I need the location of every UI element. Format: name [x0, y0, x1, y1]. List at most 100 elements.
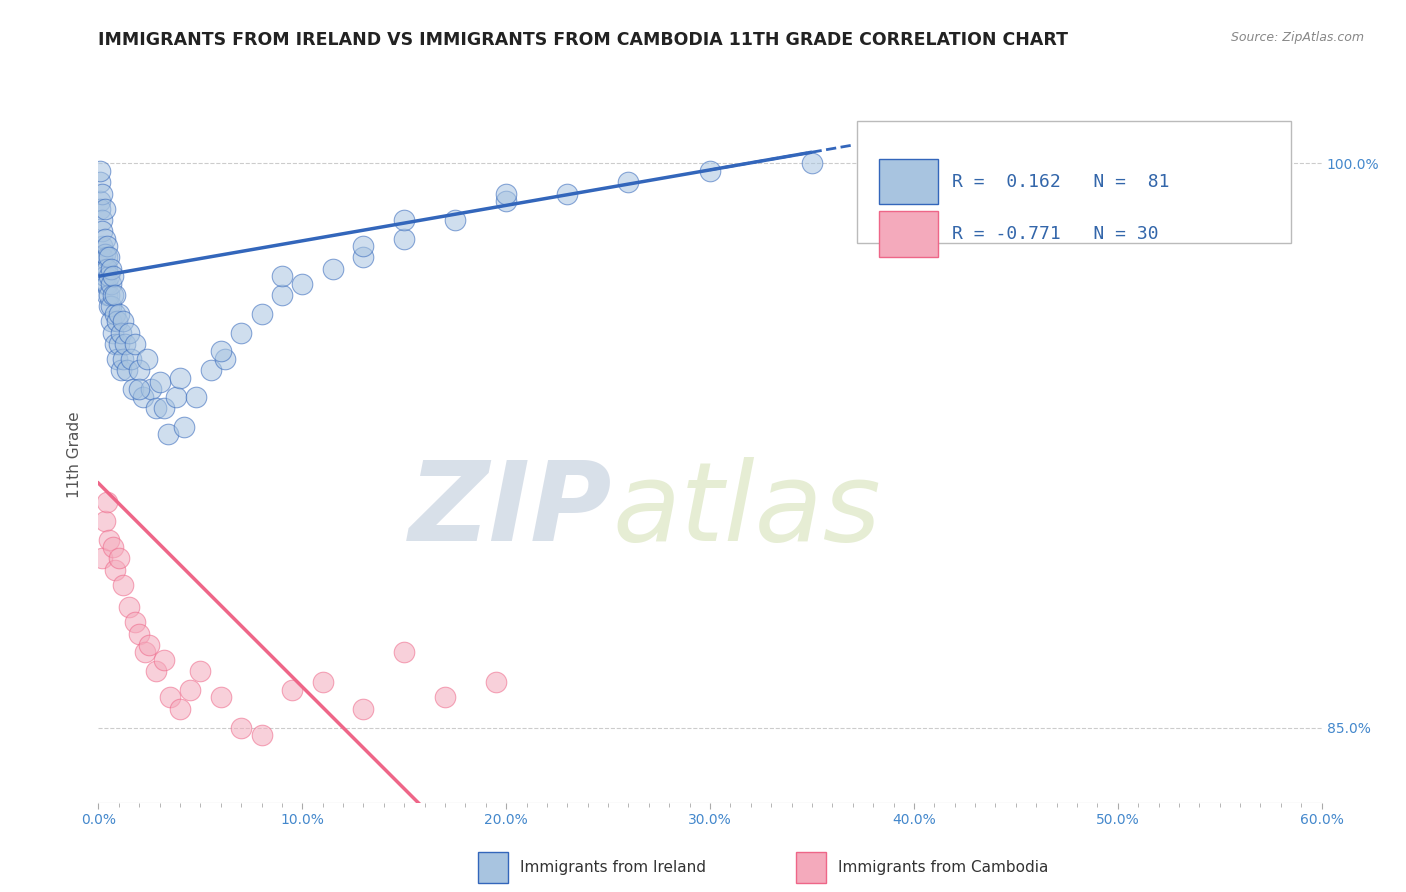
- Point: [209, 344, 232, 359]
- Point: [128, 626, 150, 640]
- Point: [118, 600, 141, 615]
- Text: ZIP: ZIP: [409, 457, 612, 564]
- Point: [110, 363, 132, 377]
- Point: [96, 277, 118, 291]
- Point: [89, 202, 111, 216]
- Text: R =  0.162   N =  81: R = 0.162 N = 81: [952, 173, 1170, 191]
- Point: [495, 186, 517, 201]
- Point: [104, 563, 127, 577]
- Point: [100, 277, 122, 291]
- Point: [111, 577, 134, 591]
- Point: [96, 239, 118, 253]
- Point: [179, 683, 201, 698]
- Point: [801, 156, 824, 170]
- Point: [115, 363, 138, 377]
- Point: [93, 246, 115, 260]
- Text: Immigrants from Cambodia: Immigrants from Cambodia: [838, 860, 1049, 875]
- Text: atlas: atlas: [612, 457, 880, 564]
- Point: [145, 401, 167, 415]
- Point: [120, 351, 142, 366]
- Point: [108, 551, 131, 566]
- Point: [392, 212, 416, 227]
- Point: [118, 326, 141, 340]
- Point: [96, 261, 118, 276]
- Point: [141, 382, 163, 396]
- Point: [352, 251, 374, 265]
- FancyBboxPatch shape: [856, 121, 1291, 243]
- Point: [96, 288, 118, 302]
- Point: [91, 186, 114, 201]
- Point: [231, 721, 253, 735]
- Point: [434, 690, 457, 705]
- Point: [97, 251, 120, 265]
- FancyBboxPatch shape: [478, 852, 508, 883]
- Point: [97, 288, 120, 302]
- Point: [270, 288, 294, 302]
- Point: [91, 212, 114, 227]
- Point: [105, 314, 128, 328]
- Point: [617, 175, 640, 189]
- Point: [89, 164, 111, 178]
- Point: [188, 664, 212, 678]
- Point: [392, 232, 416, 246]
- Point: [214, 351, 236, 366]
- FancyBboxPatch shape: [879, 211, 938, 257]
- Point: [108, 337, 131, 351]
- Point: [352, 702, 374, 716]
- Point: [134, 645, 156, 659]
- Point: [557, 186, 579, 201]
- Point: [145, 664, 167, 678]
- Point: [124, 337, 146, 351]
- Point: [152, 401, 174, 415]
- Point: [96, 495, 118, 509]
- Point: [250, 728, 273, 742]
- Text: IMMIGRANTS FROM IRELAND VS IMMIGRANTS FROM CAMBODIA 11TH GRADE CORRELATION CHART: IMMIGRANTS FROM IRELAND VS IMMIGRANTS FR…: [98, 31, 1069, 49]
- Text: R = -0.771   N = 30: R = -0.771 N = 30: [952, 225, 1159, 243]
- Point: [93, 232, 115, 246]
- Point: [485, 675, 508, 690]
- Point: [91, 239, 114, 253]
- Point: [495, 194, 517, 208]
- Point: [91, 551, 114, 566]
- Point: [352, 239, 374, 253]
- Text: Source: ZipAtlas.com: Source: ZipAtlas.com: [1230, 31, 1364, 45]
- Point: [97, 299, 120, 313]
- Point: [165, 390, 187, 404]
- FancyBboxPatch shape: [879, 160, 938, 204]
- Point: [186, 390, 208, 404]
- Point: [93, 514, 115, 528]
- Point: [89, 194, 111, 208]
- Point: [128, 363, 150, 377]
- Point: [281, 683, 304, 698]
- Point: [122, 382, 145, 396]
- Point: [209, 690, 232, 705]
- Point: [270, 269, 294, 284]
- Point: [111, 314, 134, 328]
- Point: [444, 212, 467, 227]
- Point: [91, 224, 114, 238]
- Point: [136, 351, 159, 366]
- Point: [699, 164, 721, 178]
- Point: [100, 299, 122, 313]
- Point: [96, 251, 118, 265]
- Point: [169, 371, 191, 385]
- Point: [108, 307, 131, 321]
- Point: [97, 533, 120, 547]
- Point: [111, 351, 134, 366]
- Text: Immigrants from Ireland: Immigrants from Ireland: [520, 860, 706, 875]
- Point: [132, 390, 155, 404]
- Point: [93, 277, 115, 291]
- Point: [104, 337, 127, 351]
- Point: [152, 653, 174, 667]
- Point: [291, 277, 314, 291]
- Point: [173, 419, 195, 434]
- Point: [105, 351, 128, 366]
- Point: [91, 251, 114, 265]
- Point: [392, 645, 416, 659]
- Point: [124, 615, 146, 630]
- Point: [100, 261, 122, 276]
- Point: [322, 261, 344, 276]
- Point: [100, 314, 122, 328]
- Point: [128, 382, 150, 396]
- Point: [93, 202, 115, 216]
